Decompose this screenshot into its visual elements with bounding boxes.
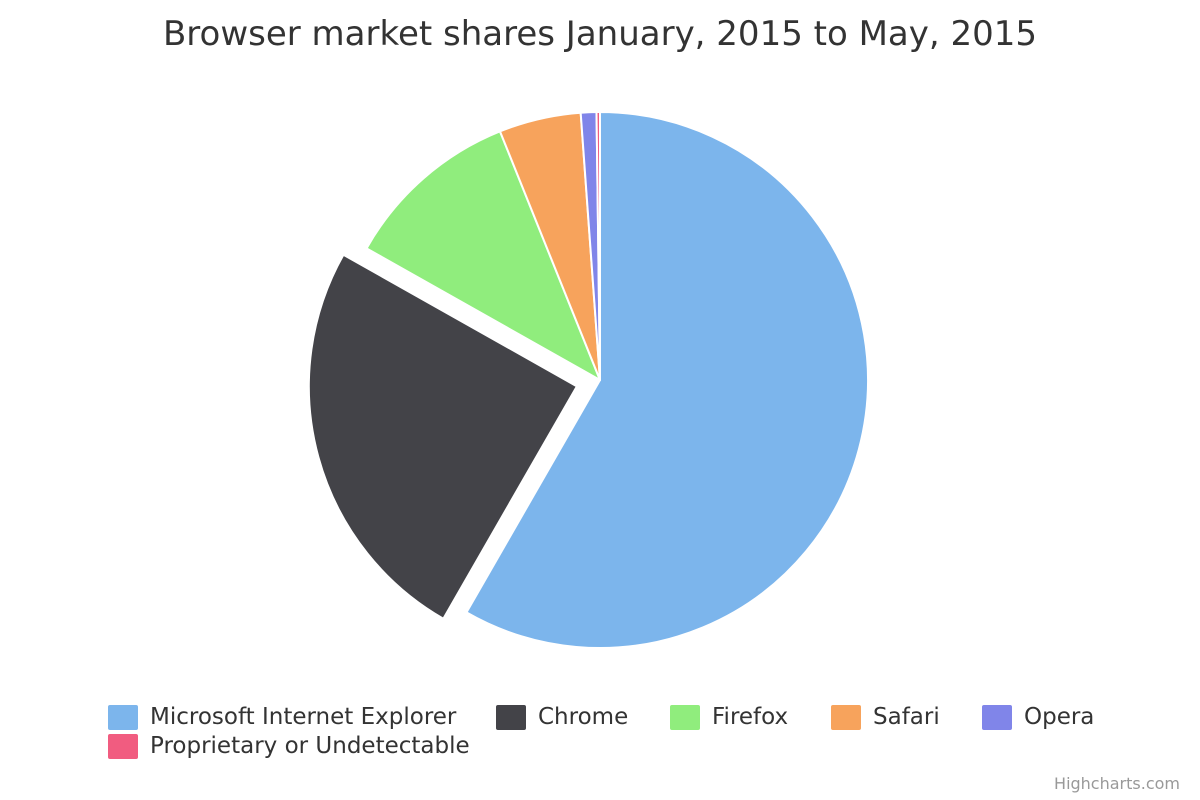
legend-item-firefox[interactable]: Firefox [670, 704, 788, 730]
pie-slice-chrome[interactable] [307, 253, 578, 620]
legend-label-safari: Safari [873, 704, 940, 730]
legend-label-internet-explorer: Microsoft Internet Explorer [150, 704, 457, 730]
legend-label-chrome: Chrome [538, 704, 629, 730]
pie-slice-microsoft-internet-explorer[interactable] [465, 111, 869, 649]
legend-label-opera: Opera [1024, 704, 1095, 730]
legend-item-chrome[interactable]: Chrome [496, 704, 628, 730]
legend-item-safari[interactable]: Safari [831, 704, 940, 730]
legend-swatch-proprietary [108, 733, 138, 759]
legend-label-firefox: Firefox [712, 704, 789, 730]
legend-item-internet-explorer[interactable]: Microsoft Internet Explorer [108, 704, 456, 730]
legend-swatch-safari [831, 704, 861, 730]
chart-title: Browser market shares January, 2015 to M… [162, 14, 1038, 54]
legend-swatch-internet-explorer [108, 704, 138, 730]
pie-slice-proprietary-or-undetectable[interactable] [595, 111, 601, 381]
legend-swatch-opera [982, 704, 1012, 730]
legend-item-proprietary[interactable]: Proprietary or Undetectable [108, 733, 470, 759]
legend-label-proprietary: Proprietary or Undetectable [150, 733, 470, 759]
legend-swatch-chrome [496, 704, 526, 730]
legend-swatch-firefox [670, 704, 700, 730]
credits-link[interactable]: Highcharts.com [1054, 774, 1180, 793]
pie-slice-firefox[interactable] [365, 130, 601, 381]
legend-item-opera[interactable]: Opera [982, 704, 1094, 730]
